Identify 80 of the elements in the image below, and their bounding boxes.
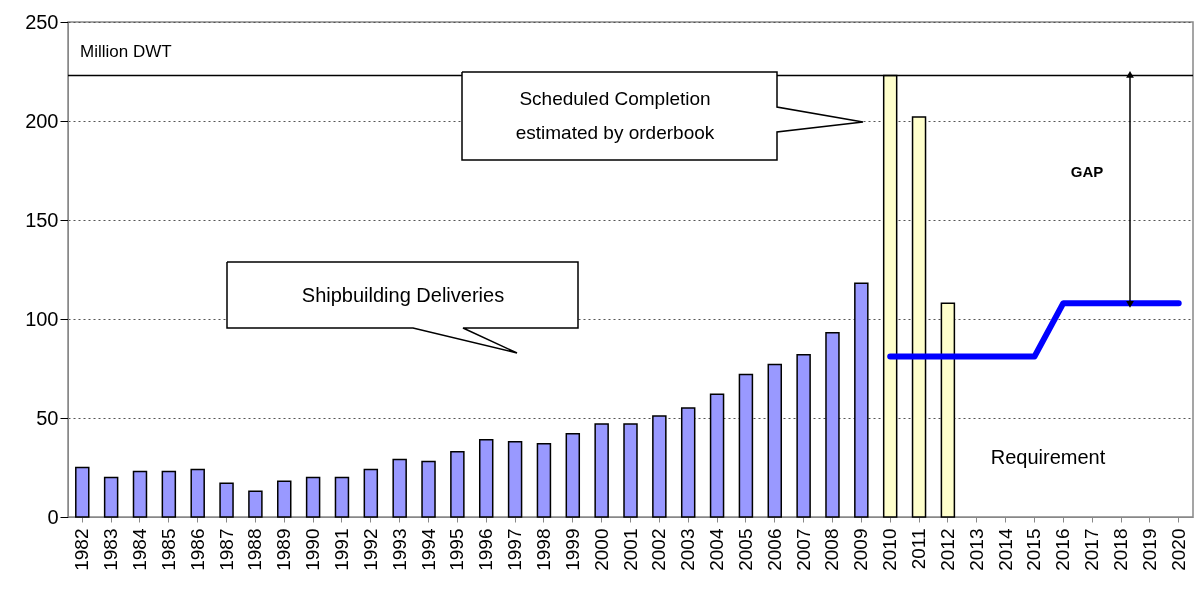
bar <box>796 353 811 518</box>
bar <box>709 393 725 518</box>
bar <box>277 480 292 518</box>
bar <box>103 476 119 518</box>
bar <box>565 433 581 518</box>
bar <box>652 415 667 518</box>
bar <box>248 490 263 518</box>
x-tick-label: 2008 <box>821 528 843 571</box>
y-tick-label: 150 <box>25 208 59 231</box>
x-tick-label: 2005 <box>734 528 756 571</box>
x-tick-label: 1993 <box>388 528 410 571</box>
y-tick-label: 250 <box>25 10 59 33</box>
bar <box>594 423 609 518</box>
annotation: Shipbuilding Deliveries <box>301 284 505 306</box>
x-tick-label: 1990 <box>302 528 324 571</box>
x-tick-label: 1983 <box>100 528 122 571</box>
x-tick-label: 2020 <box>1167 528 1189 571</box>
bar <box>219 482 234 518</box>
bar <box>536 442 552 518</box>
y-axis-title: Million DWT <box>80 42 172 61</box>
bar <box>190 468 205 518</box>
annotation: Scheduled Completion estimated by orderbook <box>515 88 715 143</box>
annotation: GAP <box>1070 163 1104 180</box>
bar <box>305 476 321 518</box>
x-tick-label: 2011 <box>908 528 930 570</box>
bar <box>75 466 90 518</box>
x-tick-label: 2000 <box>590 528 612 571</box>
x-tick-label: 2016 <box>1052 528 1074 571</box>
x-tick-label: 1998 <box>532 528 554 571</box>
bar <box>738 373 754 518</box>
x-tick-label: 1989 <box>273 528 295 571</box>
bar <box>392 458 407 518</box>
x-tick-label: 2007 <box>792 528 814 571</box>
x-tick-label: 1987 <box>215 528 237 571</box>
x-tick-label: 1995 <box>446 528 468 571</box>
bar <box>911 116 927 518</box>
x-tick-label: 1992 <box>359 528 381 571</box>
annotation: Requirement <box>990 446 1106 468</box>
bar <box>421 460 436 518</box>
bar <box>334 476 350 518</box>
x-tick-label: 1997 <box>504 528 526 571</box>
y-tick-label: 50 <box>36 406 59 429</box>
bar <box>680 407 696 518</box>
bar <box>623 423 638 518</box>
bar <box>478 439 494 518</box>
x-tick-label: 1982 <box>71 528 93 571</box>
x-tick-label: 1988 <box>244 528 266 571</box>
x-tick-label: 2009 <box>850 528 872 571</box>
bar <box>940 302 956 518</box>
x-tick-label: 2006 <box>763 528 785 571</box>
y-tick-label: 200 <box>25 109 59 132</box>
x-tick-label: 2015 <box>1023 528 1045 571</box>
x-tick-label: 2013 <box>965 528 987 571</box>
bar <box>132 470 148 518</box>
x-tick-label: 2014 <box>994 528 1016 571</box>
x-tick-label: 1996 <box>475 528 497 571</box>
x-tick-label: 2018 <box>1110 528 1132 571</box>
x-tick-label: 2017 <box>1081 528 1103 571</box>
bar <box>854 282 869 518</box>
x-tick-label: 1986 <box>186 528 208 571</box>
x-tick-label: 2001 <box>619 528 641 571</box>
x-tick-label: 1999 <box>561 528 583 571</box>
x-tick-label: 2019 <box>1138 528 1160 571</box>
x-tick-label: 1994 <box>417 528 439 571</box>
x-tick-label: 1991 <box>330 528 352 571</box>
y-tick-label: 0 <box>47 505 59 528</box>
x-tick-label: 2002 <box>648 528 670 571</box>
bar <box>450 450 465 518</box>
bar <box>363 468 379 518</box>
bar <box>507 441 523 518</box>
x-tick-label: 2003 <box>677 528 699 571</box>
x-tick-label: 1985 <box>157 528 179 571</box>
y-tick-label: 100 <box>25 307 59 330</box>
x-tick-label: 2004 <box>706 528 728 571</box>
bar <box>767 363 783 518</box>
x-tick-label: 2012 <box>936 528 958 571</box>
bar <box>161 470 177 518</box>
bar <box>825 332 840 518</box>
x-tick-label: 2010 <box>879 528 901 571</box>
x-tick-label: 1984 <box>128 528 150 571</box>
